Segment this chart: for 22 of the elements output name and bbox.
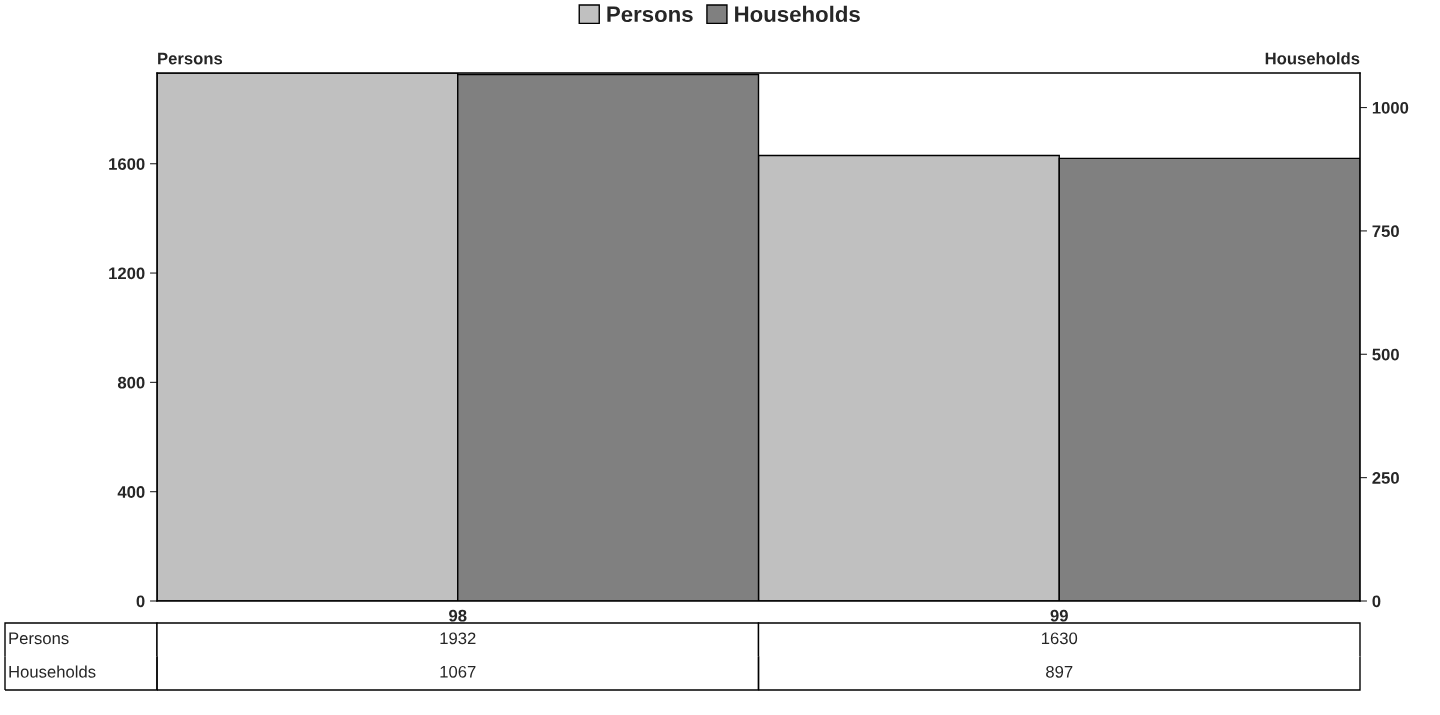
y2-tick-label: 0 bbox=[1372, 595, 1381, 608]
y-axis-title: Persons bbox=[158, 52, 223, 65]
text: Persons bbox=[9, 632, 69, 645]
y-tick-label: 800 bbox=[117, 376, 145, 389]
y2-tick-label: 500 bbox=[1372, 348, 1399, 361]
data-label: 1067 bbox=[440, 665, 476, 678]
y2-tick-label: 250 bbox=[1372, 472, 1399, 484]
y-tick-label: 400 bbox=[117, 486, 145, 498]
x-tick-label: 98 bbox=[449, 609, 467, 622]
data-label: 897 bbox=[1046, 665, 1073, 678]
y2-tick-label: 750 bbox=[1372, 225, 1399, 238]
legend-label: Households bbox=[735, 5, 860, 23]
y2-axis-title: Households bbox=[1265, 52, 1360, 65]
text: Households bbox=[9, 665, 96, 678]
y-tick-label: 0 bbox=[136, 595, 145, 608]
legend-label: Persons bbox=[607, 6, 693, 23]
data-label: 1932 bbox=[440, 632, 476, 645]
x-tick-label: 99 bbox=[1050, 609, 1068, 622]
y2-tick-label: 1000 bbox=[1372, 101, 1409, 114]
data-label: 1630 bbox=[1041, 632, 1078, 645]
y-tick-label: 1200 bbox=[109, 267, 145, 280]
y-tick-label: 1600 bbox=[109, 158, 145, 170]
